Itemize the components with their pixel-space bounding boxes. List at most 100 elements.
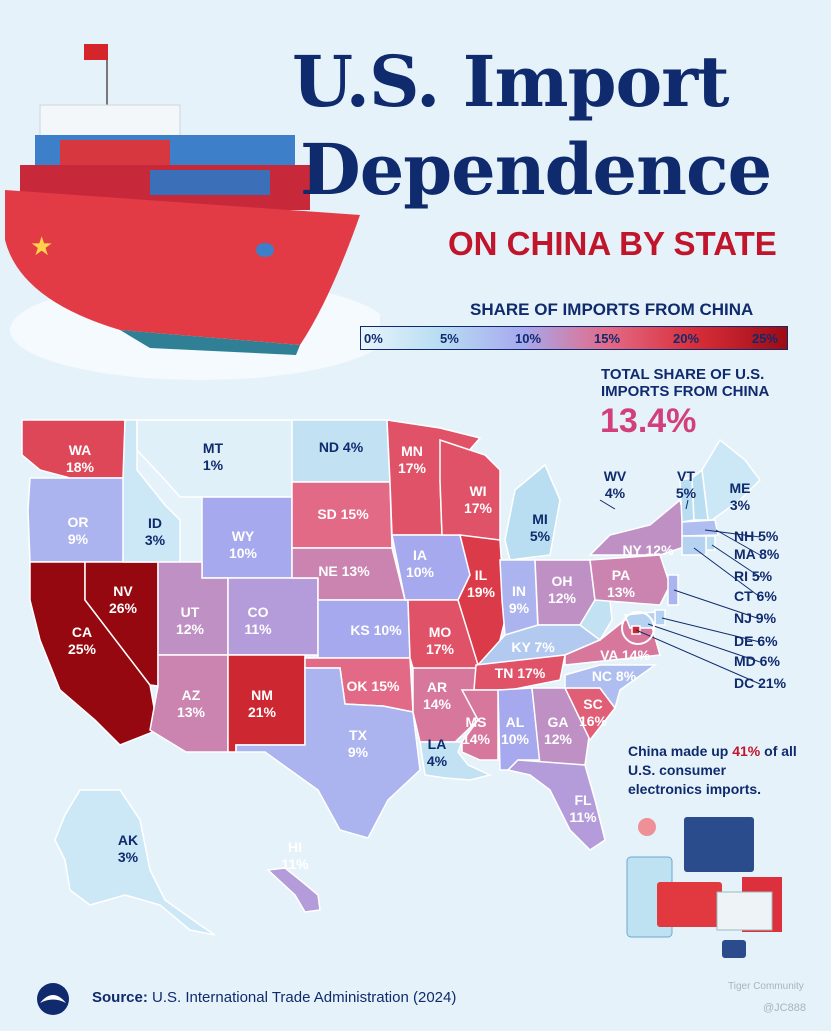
laptop-red-icon [657,882,722,927]
ship-hull-base [120,330,300,355]
state-label: DC 21% [734,675,787,691]
state-tn [473,654,566,691]
electronics-illustration [626,817,782,958]
state-label-code: OH [552,573,573,589]
state-label-value: 25% [68,641,97,657]
state-nj [667,574,679,606]
state-shapes [21,419,761,936]
state-label-code: MS [466,714,487,730]
state-label-value: 17% [398,460,427,476]
state-label: RI 5% [734,568,773,584]
state-ak [54,789,216,936]
state-label-code: AL [506,714,525,730]
state-label-code: MI [532,511,548,527]
state-label-value: 12% [544,731,573,747]
hawsepipe [256,243,274,257]
legend-tick: 5% [440,331,459,346]
state-label-code: IA [413,547,427,563]
state-label-value: 17% [426,641,455,657]
legend-tick: 25% [752,331,779,346]
state-label-code: AR [427,679,447,695]
state-label: TN 17% [495,665,546,681]
watermark-brand: Tiger Community [728,981,804,992]
leader-line-ri [711,544,761,578]
subtitle: ON CHINA BY STATE [448,225,777,262]
state-label-value: 4% [605,485,626,501]
state-ma [681,519,719,537]
state-label-code: MT [203,440,224,456]
state-label-value: 4% [427,753,448,769]
ship-hull [5,190,360,345]
containers-blue [150,170,270,195]
state-la [419,741,493,781]
state-label-value: 3% [118,849,139,865]
state-label-value: 14% [423,696,452,712]
state-wv [579,599,613,642]
state-label-value: 10% [406,564,435,580]
state-label-value: 21% [248,704,277,720]
state-nc [564,664,658,710]
total-share-label: TOTAL SHARE OF U.S. IMPORTS FROM CHINA [601,366,770,400]
source-label: Source: [92,989,148,1006]
state-label-value: 9% [68,531,89,547]
source-note: Source: U.S. International Trade Adminis… [92,989,456,1006]
state-label-value: 10% [501,731,530,747]
state-label-code: HI [288,839,302,855]
state-label-code: ID [148,515,162,531]
state-label-code: WI [469,483,486,499]
state-label: OK 15% [347,678,400,694]
leader-line-de [661,617,761,643]
legend-title: SHARE OF IMPORTS FROM CHINA [470,300,754,319]
state-label-value: 1% [203,457,224,473]
state-label-code: TX [349,727,368,743]
state-ny [588,498,691,556]
state-label-code: NV [113,583,133,599]
state-label: VA 14% [600,647,650,663]
state-label-value: 5% [676,485,697,501]
state-label: ND 4% [319,439,364,455]
state-label-value: 3% [145,532,166,548]
callout-text-3: imports. [701,781,762,797]
title-line-1: U.S. Import [292,40,729,123]
state-label-code: LA [428,736,447,752]
cargo-ship-illustration: ★ [5,44,380,380]
state-label-value: 18% [66,459,95,475]
monitor-icon [684,817,754,872]
state-label-code: OR [68,514,89,530]
legend-tick: 15% [594,331,621,346]
state-label-value: 26% [109,600,138,616]
state-label-value: 12% [548,590,577,606]
leader-line-nh [704,529,761,538]
callout-category: consumer electronics [628,762,727,797]
state-de [654,609,666,626]
electronics-callout: China made up 41% of all U.S. consumer e… [628,742,803,799]
state-fl [506,759,606,851]
state-label-value: 9% [348,744,369,760]
leader-line-nj [673,589,761,620]
state-labels: WA18%OR9%CA25%NV26%ID3%MT1%WY10%UT12%CO1… [66,439,787,872]
state-label: SD 15% [317,506,369,522]
source-text: U.S. International Trade Administration … [147,989,457,1006]
total-share-value: 13.4% [600,402,697,440]
state-label-code: CO [248,604,269,620]
state-hi [266,867,321,913]
legend-color-scale [360,326,788,350]
state-label-code: WA [69,442,92,458]
state-label: NC 8% [592,668,637,684]
state-label-code: AK [118,832,138,848]
leader-line-dc [635,629,761,685]
legend-tick: 10% [515,331,542,346]
state-label: KS 10% [350,622,402,638]
state-label-code: ME [730,480,751,496]
legend-tick: 0% [364,331,383,346]
mid-atlantic-zoom-circle [621,611,655,645]
state-label-value: 11% [281,856,309,872]
state-mi [504,463,561,561]
state-label-value: 17% [464,500,493,516]
state-label-value: 10% [229,545,258,561]
state-label-code: MO [429,624,452,640]
state-label-code: VT [677,468,695,484]
state-label: NE 13% [318,563,370,579]
